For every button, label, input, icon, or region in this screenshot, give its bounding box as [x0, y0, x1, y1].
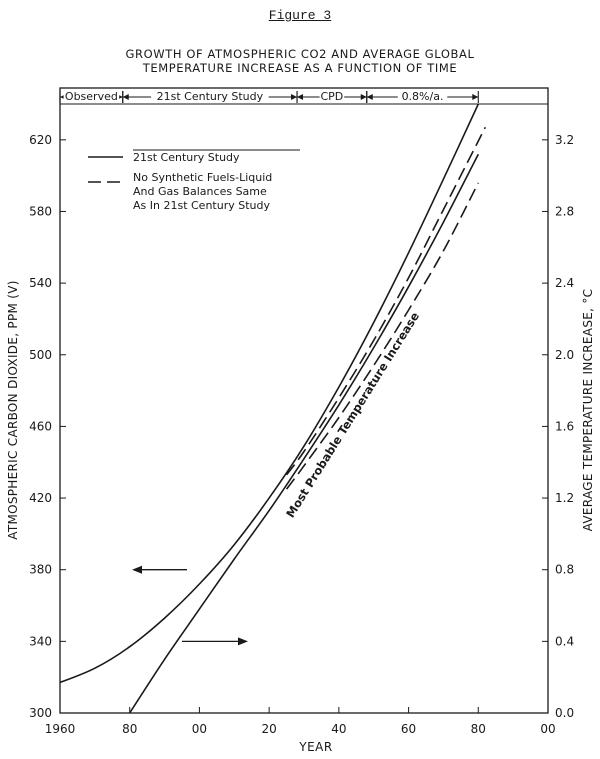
plot-border	[59, 87, 549, 714]
series-line-1	[285, 126, 487, 476]
arrow-to-left-axis	[132, 565, 142, 574]
legend-label-dashed-line: No Synthetic Fuels-Liquid	[133, 171, 272, 184]
chart-title-line-2: TEMPERATURE INCREASE AS A FUNCTION OF TI…	[142, 61, 458, 75]
y-right-tick-label: 2.0	[555, 348, 574, 362]
x-tick-label: 1960	[45, 722, 76, 736]
period-arrowhead	[297, 94, 304, 100]
legend-label-dashed-line: And Gas Balances Same	[133, 185, 267, 198]
y-left-tick-label: 300	[29, 706, 52, 720]
y-left-tick-label: 380	[29, 563, 52, 577]
period-label-bg	[319, 89, 345, 102]
x-tick-label: 80	[122, 722, 137, 736]
y-axis-right: 0.0 0.4 0.8 1.2 1.6 2.0 2.4 2.8 3.2 AVERAGE TEMPE…	[542, 133, 595, 720]
period-label-1: 21st Century Study	[157, 90, 264, 103]
period-label-3: 0.8%/a.	[402, 90, 444, 103]
legend: 21st Century Study No Synthetic Fuels-Liq…	[88, 149, 300, 212]
period-label-bg	[63, 89, 120, 102]
period-arrowhead	[472, 94, 479, 100]
period-label-bg	[151, 89, 269, 102]
y-right-axis-label: AVERAGE TEMPERATURE INCREASE, °C	[581, 289, 595, 532]
y-right-tick-label: 2.4	[555, 276, 574, 290]
x-tick-label: 20	[262, 722, 277, 736]
series-line-0	[59, 103, 480, 684]
y-left-tick-label: 340	[29, 634, 52, 648]
x-tick-label: 60	[401, 722, 416, 736]
y-right-tick-label: 0.8	[555, 563, 574, 577]
y-right-tick-label: 1.2	[555, 491, 574, 505]
period-arrowhead	[360, 94, 367, 100]
y-left-tick-label: 500	[29, 348, 52, 362]
x-tick-label: 40	[331, 722, 346, 736]
x-tick-label: 80	[471, 722, 486, 736]
y-left-tick-label: 580	[29, 204, 52, 218]
y-right-tick-label: 0.0	[555, 706, 574, 720]
y-right-tick-label: 2.8	[555, 204, 574, 218]
series-group	[59, 103, 487, 714]
x-axis: 1960 80 00 20 40 60 80 00 YEAR	[45, 707, 556, 754]
legend-label-solid: 21st Century Study	[133, 151, 240, 164]
period-label-2: CPD	[320, 90, 343, 103]
y-right-tick-label: 1.6	[555, 419, 574, 433]
period-arrowhead	[366, 94, 373, 100]
x-tick-label: 00	[192, 722, 207, 736]
figure-label: Figure 3	[268, 8, 332, 23]
y-left-tick-label: 460	[29, 419, 52, 433]
period-bar: Observed 21st Century Study CPD 0.8%/a.	[59, 89, 548, 105]
y-left-tick-label: 540	[29, 276, 52, 290]
y-right-tick-label: 0.4	[555, 634, 574, 648]
x-axis-label: YEAR	[298, 740, 332, 754]
series-line-2	[129, 153, 480, 714]
annotation-most-probable: Most Probable Temperature Increase	[283, 309, 422, 520]
period-label-bg	[397, 89, 448, 102]
y-left-tick-label: 620	[29, 133, 52, 147]
y-left-axis-label: ATMOSPHERIC CARBON DIOXIDE, PPM (V)	[6, 280, 20, 540]
period-arrowhead	[291, 94, 298, 100]
y-axis-left: 300 340 380 420 460 500 540 580 620 ATMOSPHERIC C…	[6, 133, 66, 720]
plot-frame	[59, 87, 549, 714]
period-arrowhead	[122, 94, 129, 100]
series-line-3	[285, 182, 480, 490]
y-left-tick-label: 420	[29, 491, 52, 505]
chart-title-line-1: GROWTH OF ATMOSPHERIC CO2 AND AVERAGE GL…	[125, 47, 475, 61]
legend-label-dashed-line: As In 21st Century Study	[133, 199, 270, 212]
period-label-0: Observed	[65, 90, 118, 103]
arrow-to-right-axis	[238, 637, 248, 646]
y-right-tick-label: 3.2	[555, 133, 574, 147]
annotations: Most Probable Temperature Increase	[132, 309, 422, 646]
x-tick-label: 00	[540, 722, 555, 736]
